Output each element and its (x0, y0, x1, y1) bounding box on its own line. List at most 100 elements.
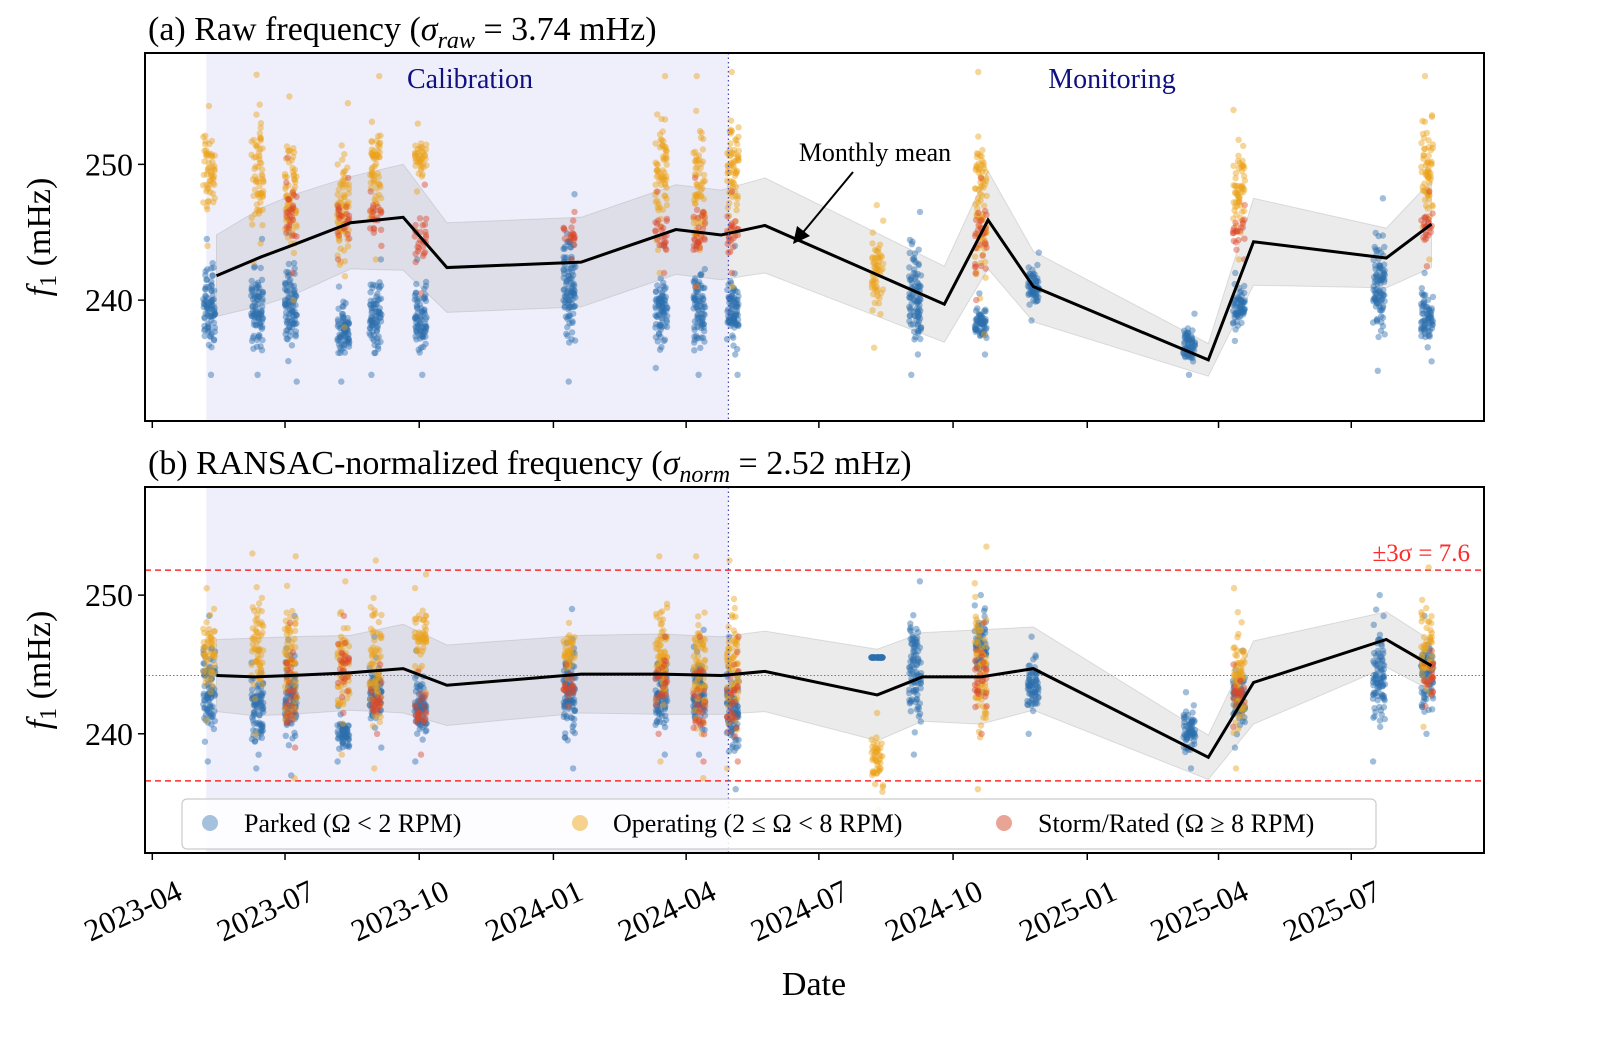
scatter-point-parked (291, 296, 298, 303)
scatter-point-parked (335, 349, 342, 357)
scatter-point-parked (259, 336, 266, 344)
scatter-point-storm (690, 242, 698, 249)
scatter-point-parked (201, 301, 208, 308)
scatter-point-parked (203, 276, 210, 284)
scatter-point-parked (1380, 275, 1387, 282)
scatter-point-operating (341, 202, 348, 209)
scatter-point-parked (251, 299, 258, 306)
scatter-point-operating (255, 645, 262, 652)
scatter-point-parked (255, 310, 263, 317)
scatter-point-parked (372, 282, 380, 289)
scatter-point-parked (564, 265, 571, 272)
scatter-point-parked (378, 311, 385, 318)
scatter-point-operating (335, 701, 343, 708)
scatter-point-operating (209, 682, 216, 690)
scatter-point-parked (201, 315, 208, 322)
scatter-point-storm (1233, 246, 1240, 253)
scatter-point-parked (338, 310, 346, 318)
scatter-point-parked (571, 290, 578, 297)
scatter-point-operating (251, 165, 258, 173)
scatter-point-operating (371, 163, 378, 170)
scatter-point-operating (726, 152, 733, 160)
scatter-point-parked (417, 328, 424, 335)
scatter-point-operating (284, 227, 291, 234)
scatter-point-operating (982, 708, 989, 715)
scatter-point-operating (1428, 113, 1436, 121)
scatter-point-storm (334, 229, 341, 236)
scatter-point-parked (283, 288, 291, 295)
scatter-point-parked (210, 336, 218, 343)
scatter-point-parked (291, 316, 298, 323)
scatter-point-parked (1373, 280, 1381, 288)
scatter-point-parked (562, 730, 569, 737)
scatter-point-parked (281, 301, 289, 308)
scatter-point-parked (205, 299, 212, 306)
scatter-point-parked (1373, 652, 1380, 659)
scatter-point-parked (257, 264, 264, 272)
scatter-point-parked (570, 292, 578, 299)
scatter-point-operating (978, 192, 986, 199)
scatter-point-parked (250, 291, 257, 299)
scatter-point-operating (202, 147, 210, 154)
scatter-point-parked (248, 735, 256, 743)
scatter-point-parked (416, 322, 423, 329)
scatter-point-operating (695, 621, 702, 629)
scatter-point-parked (345, 330, 352, 338)
scatter-point-parked (346, 338, 353, 346)
scatter-point-parked (373, 301, 380, 308)
scatter-point-parked (417, 326, 424, 334)
scatter-point-parked (422, 328, 429, 335)
scatter-point-parked (370, 304, 377, 312)
scatter-point-parked (256, 711, 263, 718)
scatter-point-parked (288, 282, 295, 290)
scatter-point-parked (293, 311, 300, 319)
scatter-point-parked (257, 311, 264, 318)
scatter-point-parked (1422, 333, 1429, 341)
scatter-point-storm (728, 224, 735, 232)
scatter-point-operating (341, 151, 348, 158)
scatter-point-parked (292, 311, 299, 318)
scatter-point-parked (1232, 269, 1239, 277)
scatter-point-operating (257, 199, 264, 206)
scatter-point-operating (259, 190, 267, 198)
scatter-point-operating (724, 162, 731, 170)
scatter-point-operating (1239, 157, 1246, 164)
scatter-point-operating (251, 173, 259, 180)
scatter-point-operating (734, 140, 741, 148)
scatter-point-parked (208, 281, 215, 289)
scatter-point-operating (372, 200, 379, 208)
scatter-point-parked (339, 303, 346, 310)
scatter-point-storm (662, 245, 669, 252)
scatter-point-parked (259, 296, 266, 303)
scatter-point-operating (1421, 145, 1428, 153)
scatter-point-storm (421, 249, 429, 256)
scatter-point-operating (287, 195, 294, 202)
scatter-point-operating (371, 649, 378, 657)
scatter-point-parked (258, 309, 265, 316)
scatter-point-operating (291, 176, 298, 183)
scatter-point-parked (337, 334, 345, 341)
scatter-point-parked (248, 277, 255, 285)
scatter-point-operating (1235, 165, 1243, 172)
scatter-point-parked (292, 333, 299, 340)
scatter-point-operating (341, 273, 349, 280)
scatter-point-operating (659, 128, 666, 135)
scatter-point-storm (982, 241, 989, 248)
scatter-point-operating (726, 557, 733, 564)
scatter-point-parked (569, 284, 576, 291)
scatter-point-parked (202, 286, 209, 293)
scatter-point-parked (563, 290, 570, 297)
scatter-point-operating (283, 212, 290, 219)
scatter-point-operating (339, 156, 346, 163)
scatter-point-parked (372, 316, 379, 323)
scatter-point-operating (334, 200, 341, 208)
scatter-point-storm (422, 691, 429, 698)
scatter-point-operating (415, 154, 423, 162)
scatter-point-parked (284, 320, 291, 327)
scatter-point-parked (568, 269, 576, 276)
scatter-point-parked (255, 310, 262, 318)
scatter-point-parked (571, 337, 579, 344)
scatter-point-operating (335, 234, 342, 241)
scatter-point-parked (413, 302, 420, 309)
scatter-point-operating (377, 139, 384, 147)
